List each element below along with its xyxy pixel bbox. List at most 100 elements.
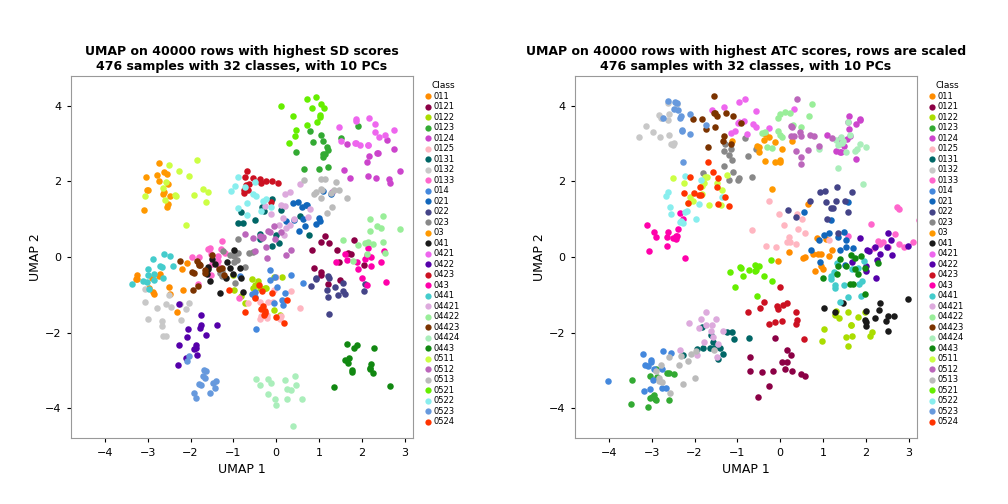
Point xyxy=(800,200,816,208)
Point xyxy=(640,403,656,411)
Point xyxy=(303,104,320,112)
Point xyxy=(673,217,689,225)
Point xyxy=(313,185,330,193)
Point xyxy=(319,209,335,217)
Point xyxy=(198,367,214,375)
Point xyxy=(341,249,357,257)
Point xyxy=(350,121,366,130)
Point xyxy=(725,168,741,176)
Point xyxy=(244,275,260,283)
Point xyxy=(232,272,248,280)
Point xyxy=(776,221,792,229)
Point xyxy=(774,134,790,142)
Point xyxy=(324,188,340,197)
Point xyxy=(666,140,682,148)
Point xyxy=(748,123,764,131)
Point xyxy=(158,177,174,185)
Point xyxy=(369,222,385,230)
Point xyxy=(668,232,684,240)
Point xyxy=(316,150,332,158)
Point xyxy=(803,246,820,254)
Point xyxy=(624,376,640,384)
Point xyxy=(232,264,248,272)
Point xyxy=(784,123,800,131)
Point xyxy=(144,274,160,282)
Point xyxy=(803,100,820,108)
Point xyxy=(295,215,311,223)
Point xyxy=(178,305,195,313)
Point xyxy=(658,384,674,392)
Point xyxy=(849,155,865,163)
Point xyxy=(153,263,169,271)
Point xyxy=(855,277,871,285)
Point xyxy=(772,132,788,140)
Point xyxy=(297,222,313,230)
Point xyxy=(223,250,239,259)
Point xyxy=(844,332,860,340)
Point xyxy=(653,384,669,392)
Point xyxy=(275,301,291,309)
Point xyxy=(366,344,382,352)
Point xyxy=(657,193,673,201)
Point xyxy=(730,176,746,184)
Point xyxy=(811,258,828,266)
Point xyxy=(313,268,330,276)
Point xyxy=(180,172,197,180)
Point xyxy=(311,113,328,121)
Point xyxy=(760,134,776,142)
Point xyxy=(841,208,857,216)
Point xyxy=(683,350,700,358)
Point xyxy=(666,370,682,379)
Point xyxy=(853,251,869,260)
Point xyxy=(663,349,679,357)
Point xyxy=(764,185,780,193)
Point xyxy=(359,281,375,289)
Point xyxy=(357,280,373,288)
Point xyxy=(672,346,688,354)
Point xyxy=(324,187,340,196)
Point xyxy=(219,258,235,266)
Point xyxy=(682,172,699,180)
Point xyxy=(193,324,209,332)
Point xyxy=(797,372,813,380)
Point xyxy=(323,190,339,198)
Point xyxy=(856,180,872,188)
Point xyxy=(784,121,800,130)
Point xyxy=(277,202,293,210)
Point xyxy=(835,299,851,307)
Point xyxy=(806,132,823,140)
Point xyxy=(688,347,705,355)
Point xyxy=(376,131,392,139)
Point xyxy=(727,128,743,136)
Point xyxy=(360,141,376,149)
Point xyxy=(652,133,668,141)
Point xyxy=(793,369,809,377)
Point xyxy=(250,277,266,285)
Point xyxy=(287,132,303,140)
Point xyxy=(690,191,707,199)
Point xyxy=(277,376,293,384)
Point xyxy=(238,181,254,189)
Point xyxy=(313,100,330,108)
Point xyxy=(817,198,834,206)
Point xyxy=(356,261,372,269)
Point xyxy=(675,215,691,223)
Point xyxy=(796,335,812,343)
Point xyxy=(651,374,667,382)
Point xyxy=(343,249,359,258)
Point xyxy=(883,236,899,244)
Point xyxy=(701,201,717,209)
Point xyxy=(227,249,243,258)
Point xyxy=(812,187,829,196)
Point xyxy=(293,204,309,212)
Point xyxy=(751,148,767,156)
Point xyxy=(641,247,657,256)
Point xyxy=(165,262,181,270)
Point xyxy=(203,250,219,258)
Point xyxy=(843,321,859,329)
Point xyxy=(843,321,859,329)
Point xyxy=(339,340,355,348)
Point xyxy=(670,225,686,233)
Point xyxy=(204,255,220,263)
Point xyxy=(676,172,692,180)
